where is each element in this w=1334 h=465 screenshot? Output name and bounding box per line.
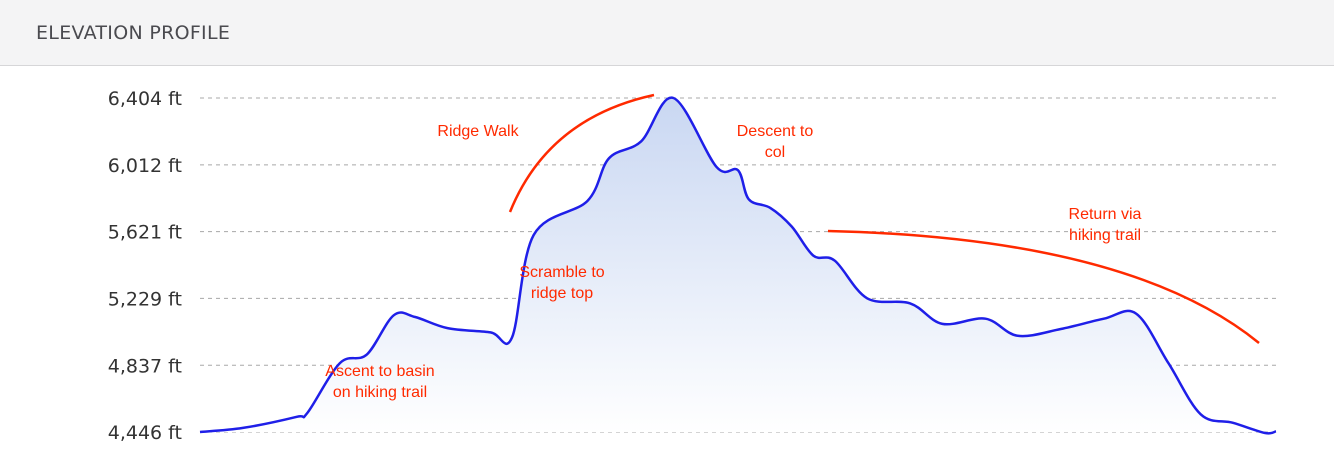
annotation-arc-return <box>827 229 1260 344</box>
annotation-ridge-walk: Ridge Walk <box>437 123 519 140</box>
elevation-chart: 4,446 ft 4,837 ft 5,229 ft 5,621 ft 6,012 ft… <box>0 66 1334 465</box>
elevation-line <box>199 96 1277 435</box>
annotation-scramble: Scramble to ridge top <box>519 264 604 302</box>
annotation-arc-ridge <box>508 93 655 213</box>
elevation-chart-svg: 4,446 ft 4,837 ft 5,229 ft 5,621 ft 6,012 ft… <box>108 88 1277 444</box>
y-tick-label: 5,229 ft <box>108 288 182 310</box>
y-tick-label: 6,012 ft <box>108 155 182 177</box>
chart-title: ELEVATION PROFILE <box>36 22 231 44</box>
elevation-area <box>200 97 1276 434</box>
annotation-ascent: Ascent to basin on hiking trail <box>325 363 434 401</box>
annotation-descent: Descent to col <box>737 123 814 161</box>
annotation-layer: Ascent to basin on hiking trail Scramble t… <box>325 123 1141 401</box>
y-axis: 4,446 ft 4,837 ft 5,229 ft 5,621 ft 6,012 ft… <box>108 88 182 444</box>
y-tick-label: 4,446 ft <box>108 422 182 444</box>
y-tick-label: 5,621 ft <box>108 222 182 244</box>
y-tick-label: 4,837 ft <box>108 355 182 377</box>
chart-header: ELEVATION PROFILE <box>0 0 1334 66</box>
y-tick-label: 6,404 ft <box>108 88 182 110</box>
annotation-return: Return via hiking trail <box>1069 206 1142 244</box>
